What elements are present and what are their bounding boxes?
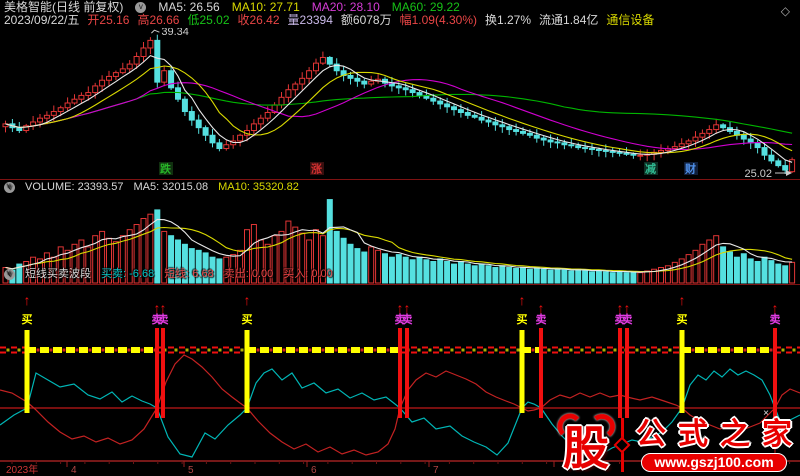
- header-line1: 美格智能(日线 前复权) v MA5: 26.56 MA10: 27.71 MA…: [4, 1, 460, 14]
- open-field: 开25.16: [87, 13, 130, 27]
- svg-text:↑: ↑: [154, 300, 161, 316]
- svg-text:5: 5: [188, 465, 194, 476]
- header-line2: 2023/09/22/五 开25.16 高26.66 低25.02 收26.42…: [4, 14, 654, 27]
- svg-text:25.02: 25.02: [744, 168, 772, 179]
- svg-text:卖: 卖: [402, 312, 413, 326]
- watermark-bull-logo: 股: [557, 412, 617, 474]
- svg-text:减: 减: [645, 162, 656, 176]
- svg-text:↑: ↑: [519, 292, 526, 308]
- indicator-name: 短线买卖波段: [25, 268, 91, 280]
- indicator-legend: v 短线买卖波段 买卖: -6.68 短线: 6.68 卖出: 0.00 买入:…: [4, 268, 333, 281]
- watermark-url: www.gszj100.com: [641, 453, 787, 472]
- svg-text:2023年: 2023年: [6, 463, 38, 476]
- volume-value: VOLUME: 23393.57: [25, 181, 124, 193]
- svg-text:7: 7: [433, 465, 439, 476]
- svg-text:↑: ↑: [404, 300, 411, 316]
- ma60-legend: MA60: 29.22: [391, 0, 460, 14]
- indicator-chart[interactable]: ↑买↑卖↑卖↑买↑卖↑卖↑买↑卖↑卖↑卖↑买↑卖×: [0, 285, 800, 460]
- svg-text:买: 买: [242, 313, 253, 326]
- close-field: 收26.42: [237, 13, 280, 27]
- svg-text:跌: 跌: [160, 162, 172, 176]
- svg-text:↑: ↑: [772, 300, 779, 316]
- svg-text:卖: 卖: [622, 312, 633, 326]
- main-price-chart[interactable]: 39.34 25.02 跌 涨 减 财: [0, 28, 800, 179]
- volume-field: 量23394: [287, 13, 333, 27]
- svg-text:↑: ↑: [244, 292, 251, 308]
- svg-text:卖: 卖: [152, 312, 163, 326]
- svg-text:买: 买: [22, 313, 33, 326]
- volume-legend: v VOLUME: 23393.57 MA5: 32015.08 MA10: 3…: [4, 181, 299, 194]
- volume-chart[interactable]: [0, 181, 800, 284]
- turnover-field: 换1.27%: [484, 13, 532, 27]
- volume-ma5: MA5: 32015.08: [133, 181, 209, 193]
- diamond-icon[interactable]: ◇: [780, 4, 790, 18]
- high-field: 高26.66: [137, 13, 180, 27]
- panel-divider-2: [0, 284, 800, 285]
- ma10-legend: MA10: 27.71: [231, 0, 300, 14]
- collapse-indicator-icon[interactable]: v: [4, 269, 15, 280]
- svg-text:↑: ↑: [617, 300, 624, 316]
- collapse-volume-icon[interactable]: v: [4, 182, 15, 193]
- svg-text:×: ×: [763, 408, 769, 419]
- svg-text:财: 财: [684, 162, 696, 176]
- svg-text:4: 4: [71, 465, 77, 476]
- indicator-field2: 短线: 6.68: [164, 268, 214, 280]
- svg-text:卖: 卖: [395, 312, 406, 326]
- watermark-diamond-icon: [613, 436, 631, 454]
- volume-ma10: MA10: 35320.82: [218, 181, 299, 193]
- svg-text:涨: 涨: [311, 162, 322, 176]
- ma5-legend: MA5: 26.56: [158, 0, 220, 14]
- indicator-field3: 卖出: 0.00: [223, 268, 274, 280]
- svg-text:卖: 卖: [615, 312, 626, 326]
- stock-title: 美格智能(日线 前复权): [4, 0, 124, 14]
- low-field: 低25.02: [187, 13, 230, 27]
- svg-text:↑: ↑: [538, 300, 545, 316]
- svg-text:↑: ↑: [160, 300, 167, 316]
- industry-field[interactable]: 通信设备: [606, 13, 655, 27]
- amount-field: 额6078万: [340, 13, 392, 27]
- ma20-legend: MA20: 28.10: [311, 0, 380, 14]
- svg-text:↑: ↑: [679, 292, 686, 308]
- svg-text:买: 买: [677, 313, 688, 326]
- svg-text:↑: ↑: [24, 292, 31, 308]
- svg-text:买: 买: [517, 313, 528, 326]
- watermark-divider: [613, 418, 631, 472]
- svg-text:卖: 卖: [158, 312, 169, 326]
- svg-text:6: 6: [311, 465, 317, 476]
- svg-text:39.34: 39.34: [161, 28, 189, 38]
- svg-text:↑: ↑: [397, 300, 404, 316]
- watermark-brand: 公式之家: [636, 418, 800, 451]
- watermark: 股 公式之家 www.gszj100.com: [557, 412, 792, 474]
- svg-text:卖: 卖: [536, 312, 547, 326]
- float-field: 流通1.84亿: [539, 13, 599, 27]
- date-field: 2023/09/22/五: [4, 13, 80, 27]
- svg-text:卖: 卖: [770, 312, 781, 326]
- collapse-main-icon[interactable]: v: [135, 2, 147, 13]
- range-field: 幅1.09(4.30%): [399, 13, 477, 27]
- watermark-gu-character: 股: [563, 422, 609, 474]
- indicator-field4: 买入: 0.00: [283, 268, 333, 280]
- panel-divider: [0, 179, 800, 180]
- svg-text:↑: ↑: [624, 300, 631, 316]
- indicator-field1: 买卖: -6.68: [101, 268, 155, 280]
